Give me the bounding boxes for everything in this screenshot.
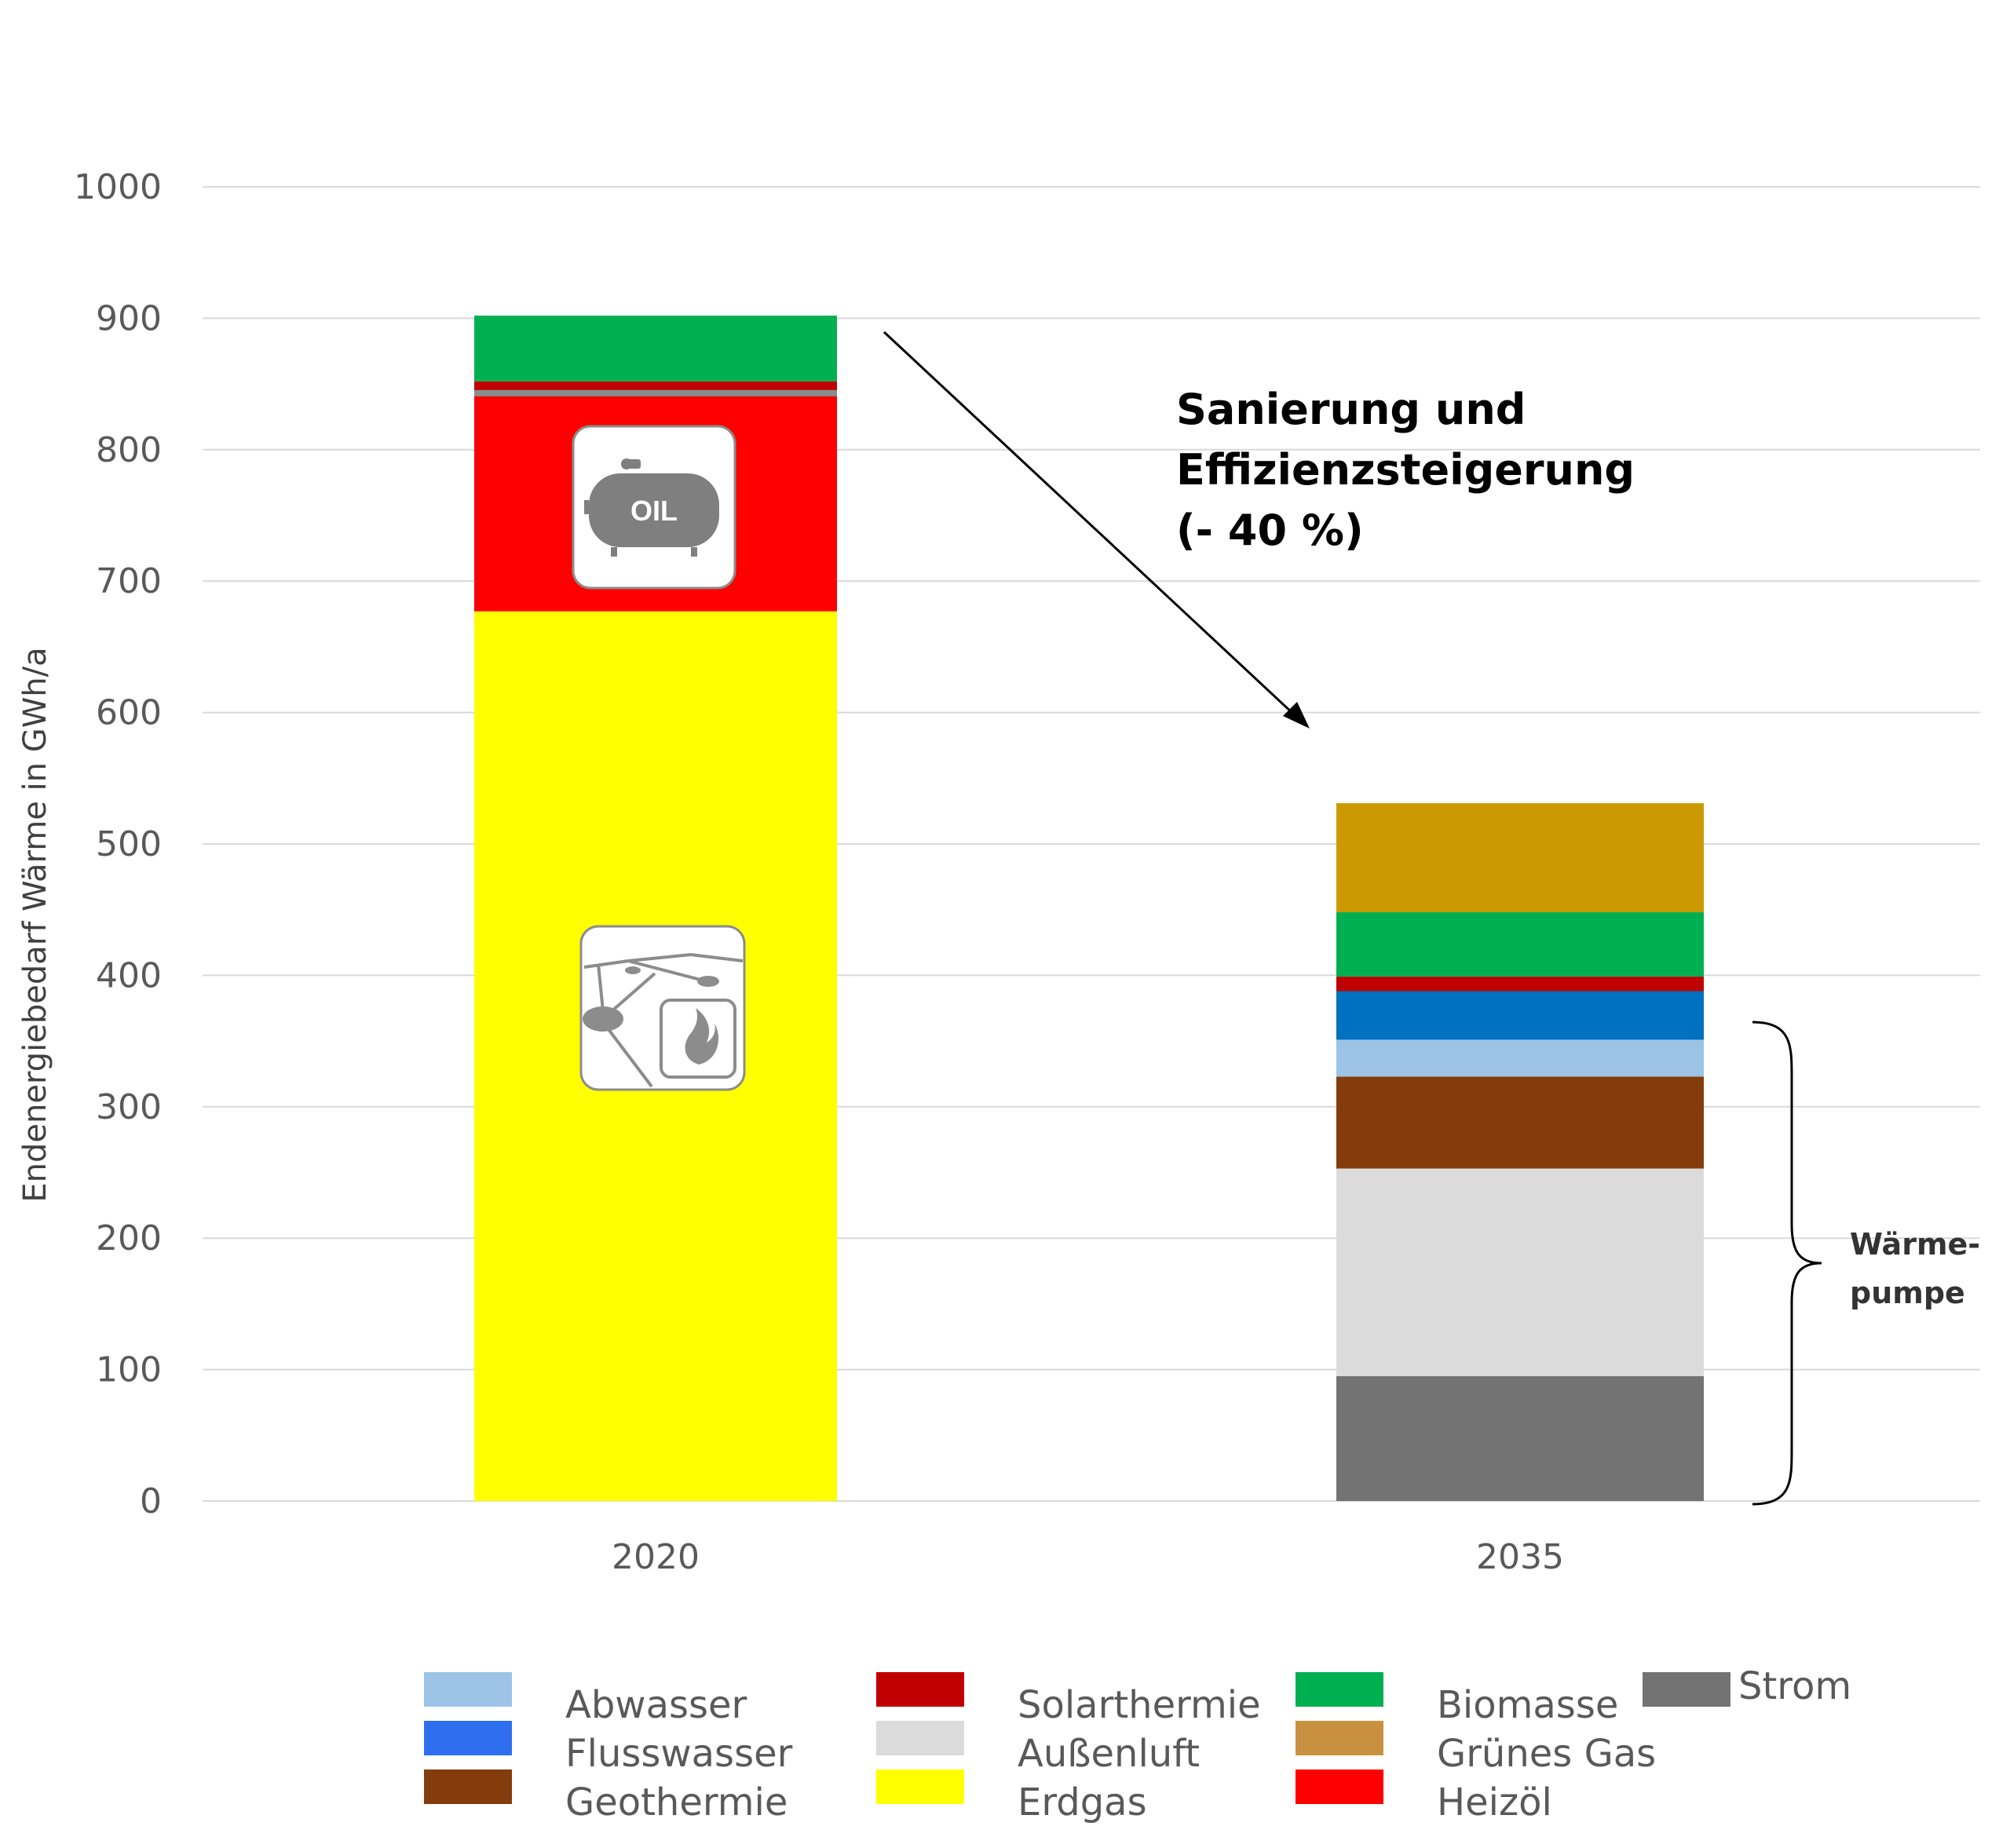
y-tick-label: 300 bbox=[96, 1087, 162, 1127]
legend-label: Strom bbox=[1738, 1664, 1851, 1708]
x-tick-label: 2035 bbox=[1476, 1537, 1564, 1577]
y-tick-label: 500 bbox=[96, 824, 162, 864]
y-tick-label: 100 bbox=[96, 1350, 162, 1390]
x-axis-ticks: 2020 2035 bbox=[612, 1537, 1564, 1577]
y-tick-label: 1000 bbox=[74, 167, 162, 207]
y-axis-label: Endenergiebedarf Wärme in GWh/a bbox=[17, 647, 53, 1202]
brace-label-line-1: Wärme- bbox=[1850, 1227, 1980, 1262]
bar-separator bbox=[474, 389, 837, 396]
legend-swatch bbox=[1643, 1672, 1730, 1707]
legend-label: Biomasse bbox=[1437, 1683, 1618, 1727]
legend-label: Heizöl bbox=[1437, 1780, 1552, 1824]
legend-label: Solarthermie bbox=[1018, 1683, 1261, 1727]
brace-label-line-2: pumpe bbox=[1850, 1276, 1965, 1310]
y-tick-label: 400 bbox=[96, 955, 162, 995]
legend-label: Grünes Gas bbox=[1437, 1732, 1656, 1776]
legend-swatch bbox=[1296, 1769, 1383, 1804]
legend-label: Außenluft bbox=[1018, 1732, 1200, 1776]
svg-text:OIL: OIL bbox=[630, 495, 678, 527]
bar-segment-außenluft bbox=[1336, 1168, 1704, 1376]
legend-swatch bbox=[876, 1769, 964, 1804]
annotation-line-2: Effizienzsteigerung bbox=[1176, 445, 1635, 495]
bar-segment-abwasser bbox=[1336, 1039, 1704, 1077]
y-axis-ticks: 0 100 200 300 400 500 600 700 800 900 1000 bbox=[74, 167, 162, 1521]
legend-label: Abwasser bbox=[565, 1683, 747, 1727]
reduction-arrow bbox=[883, 331, 1310, 729]
annotation-line-1: Sanierung und bbox=[1176, 385, 1526, 434]
legend-label: Geothermie bbox=[565, 1780, 788, 1824]
annotation-line-3: (- 40 %) bbox=[1176, 506, 1364, 555]
y-tick-label: 900 bbox=[96, 298, 162, 338]
legend-swatch bbox=[876, 1672, 964, 1707]
bar-segment-flusswasser bbox=[1336, 991, 1704, 1040]
legend-swatch bbox=[1296, 1672, 1383, 1707]
x-tick-label: 2020 bbox=[612, 1537, 700, 1577]
y-tick-label: 800 bbox=[96, 430, 162, 470]
heat-pump-brace bbox=[1752, 1021, 1822, 1506]
y-tick-label: 600 bbox=[96, 693, 162, 733]
bar-segment-geothermie bbox=[1336, 1076, 1704, 1169]
bar-segment-solarthermie bbox=[1336, 977, 1704, 992]
gridlines bbox=[203, 186, 1980, 1502]
oil-tank-icon: OIL bbox=[572, 425, 736, 590]
legend-swatch bbox=[1296, 1721, 1383, 1755]
bar-segment-strom bbox=[1336, 1375, 1704, 1501]
gas-network-icon bbox=[579, 925, 746, 1091]
y-tick-label: 200 bbox=[96, 1218, 162, 1258]
legend-label: Flusswasser bbox=[565, 1732, 793, 1776]
legend-swatch bbox=[424, 1721, 512, 1755]
legend-swatch bbox=[876, 1721, 964, 1755]
y-tick-label: 700 bbox=[96, 561, 162, 601]
y-tick-label: 0 bbox=[140, 1481, 162, 1521]
bar-segment-biomasse bbox=[1336, 912, 1704, 977]
legend-swatch bbox=[424, 1769, 512, 1804]
bar-segment-biomasse bbox=[474, 316, 837, 382]
bar-segment-grünes gas bbox=[1336, 803, 1704, 913]
legend-swatch bbox=[424, 1672, 512, 1707]
legend-label: Erdgas bbox=[1018, 1780, 1147, 1824]
